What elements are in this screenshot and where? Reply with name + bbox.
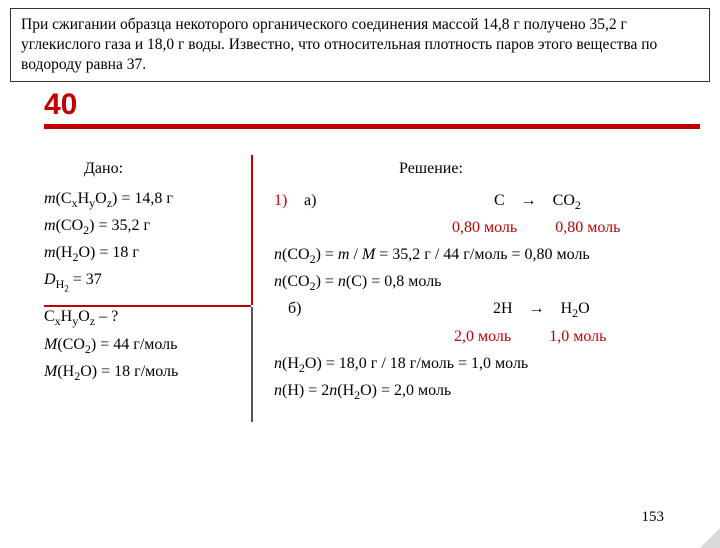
given-title: Дано: xyxy=(84,155,244,182)
step-1-label: 1) xyxy=(274,187,294,214)
given-m-compound: m(CxHyOz) = 14,8 г xyxy=(44,185,244,212)
equation-b: б) 2H → H2O xyxy=(274,295,700,322)
find-formula: CxHyOz – ? xyxy=(44,303,244,330)
n-co2-calc: n(CO2) = m / M = 35,2 г / 44 г/моль = 0,… xyxy=(274,241,700,268)
given-m-h2o: m(H2O) = 18 г xyxy=(44,239,244,266)
molar-mass-h2o: M(H2O) = 18 г/моль xyxy=(44,358,244,385)
molar-mass-co2: M(CO2) = 44 г/моль xyxy=(44,331,244,358)
solution-title: Решение: xyxy=(399,155,700,182)
mol-h2o: 1,0 моль xyxy=(549,323,606,350)
content-area: Дано: m(CxHyOz) = 14,8 г m(CO2) = 35,2 г… xyxy=(44,155,700,404)
step-b-label: б) xyxy=(288,295,318,322)
mol-c: 0,80 моль xyxy=(452,214,517,241)
arrow-icon: → xyxy=(521,187,537,214)
horizontal-divider-red xyxy=(44,305,251,307)
solution-column: Решение: 1) а) C → CO2 0,80 моль 0,80 мо… xyxy=(274,155,700,404)
vertical-divider-grey xyxy=(251,307,253,422)
n-c-eq: n(CO2) = n(C) = 0,8 моль xyxy=(274,268,700,295)
page-number: 153 xyxy=(642,509,665,526)
slide-number: 40 xyxy=(44,88,720,122)
mol-co2: 0,80 моль xyxy=(555,214,620,241)
carbon-symbol: C xyxy=(494,187,505,214)
given-m-co2: m(CO2) = 35,2 г xyxy=(44,212,244,239)
vertical-divider-red xyxy=(251,155,253,305)
given-column: Дано: m(CxHyOz) = 14,8 г m(CO2) = 35,2 г… xyxy=(44,155,244,404)
step-a-label: а) xyxy=(304,187,324,214)
hydrogen-symbol: 2H xyxy=(493,295,513,322)
n-h-eq: n(H) = 2n(H2O) = 2,0 моль xyxy=(274,377,700,404)
title-underline xyxy=(44,124,700,129)
co2-symbol: CO2 xyxy=(553,187,581,214)
n-h2o-calc: n(H2O) = 18,0 г / 18 г/моль = 1,0 моль xyxy=(274,350,700,377)
arrow-icon-2: → xyxy=(529,295,545,322)
mol-row-b: 2,0 моль 1,0 моль xyxy=(454,323,700,350)
page-corner-icon xyxy=(700,528,720,548)
equation-a: 1) а) C → CO2 xyxy=(274,187,700,214)
problem-text: При сжигании образца некоторого органиче… xyxy=(21,16,657,73)
h2o-symbol: H2O xyxy=(561,295,590,322)
given-d-h2: DH2 = 37 xyxy=(44,266,244,293)
mol-row-a: 0,80 моль 0,80 моль xyxy=(452,214,700,241)
problem-statement: При сжигании образца некоторого органиче… xyxy=(10,8,710,82)
mol-h: 2,0 моль xyxy=(454,323,511,350)
